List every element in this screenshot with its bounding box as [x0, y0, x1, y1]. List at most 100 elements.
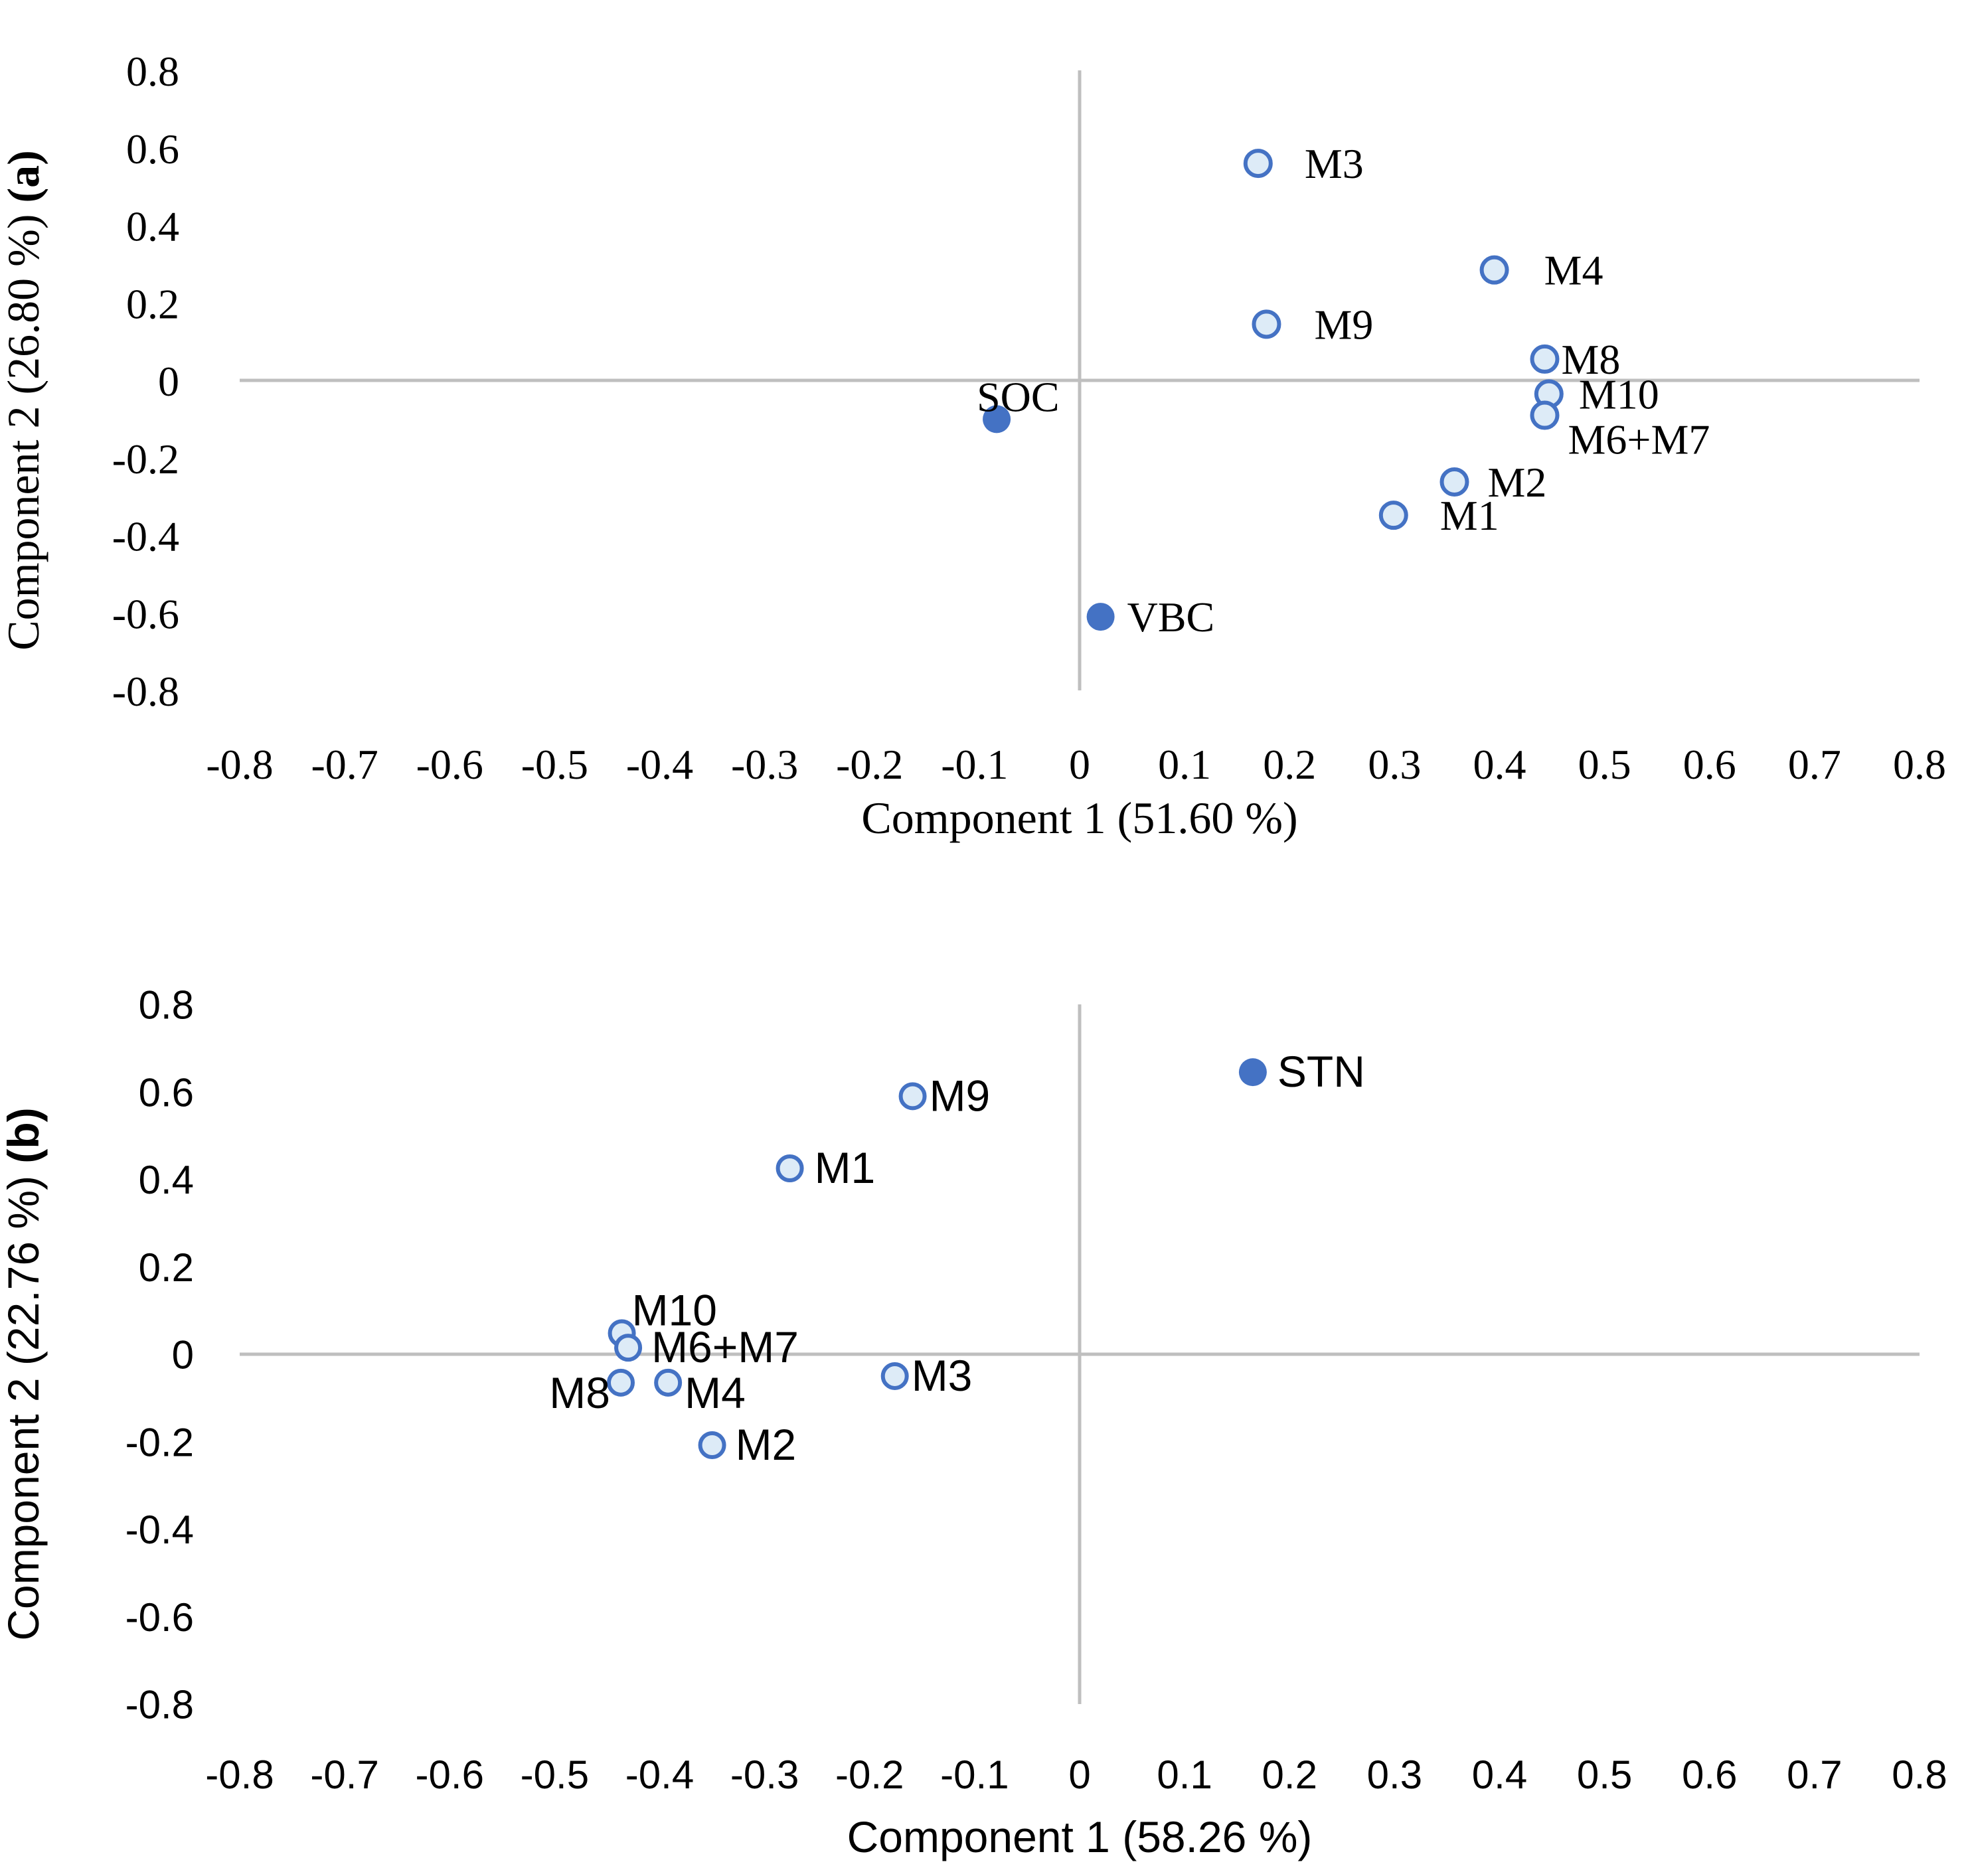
point-label-m2: M2	[1488, 459, 1547, 506]
x-tick-label: 0.8	[1893, 741, 1946, 788]
point-soc	[983, 405, 1011, 433]
x-tick-label: 0.1	[1157, 1753, 1212, 1797]
point-m2	[698, 1431, 726, 1460]
x-tick-label: 0.3	[1368, 741, 1421, 788]
x-tick-label: 0.2	[1262, 1753, 1317, 1797]
x-tick-label: -0.2	[835, 1753, 904, 1797]
x-tick-label: -0.5	[521, 741, 588, 788]
x-tick-label: 0.5	[1578, 741, 1631, 788]
point-label-m8: M8	[1561, 336, 1620, 383]
y-axis-title-text: Component 2 (26.80 %)	[0, 214, 48, 651]
x-tick-label: -0.7	[310, 1753, 378, 1797]
y-tick-label: -0.8	[125, 1683, 194, 1727]
x-tick-label: 0.2	[1263, 741, 1316, 788]
x-axis-title: Component 1 (58.26 %)	[847, 1812, 1313, 1861]
point-m9	[898, 1082, 927, 1111]
point-label-vbc: VBC	[1127, 593, 1215, 641]
y-axis-title: Component 2 (22.76 %) (b)	[0, 1107, 48, 1640]
point-m9	[1252, 309, 1281, 339]
point-m6-m7	[614, 1334, 643, 1362]
point-label-m1: M1	[1440, 492, 1499, 539]
point-m4	[654, 1368, 683, 1397]
x-tick-label: 0.8	[1892, 1753, 1947, 1797]
y-axis-title: Component 2 (26.80 %) (a)	[0, 150, 48, 651]
x-tick-label: 0.7	[1787, 1753, 1842, 1797]
x-tick-label: 0.6	[1683, 741, 1736, 788]
x-tick-label: -0.6	[416, 741, 483, 788]
x-tick-label: -0.7	[311, 741, 378, 788]
y-tick-label: -0.2	[112, 435, 179, 483]
point-m1	[776, 1154, 804, 1183]
point-label-m10: M10	[1579, 370, 1659, 418]
x-tick-label: 0.3	[1367, 1753, 1422, 1797]
point-label-m9: M9	[1314, 301, 1373, 348]
point-label-stn: STN	[1277, 1047, 1365, 1096]
point-label-m10: M10	[632, 1285, 717, 1334]
y-tick-label: -0.8	[112, 668, 179, 715]
x-tick-label: -0.1	[941, 741, 1008, 788]
y-tick-label: 0.2	[126, 280, 179, 327]
point-label-m2: M2	[736, 1420, 797, 1469]
x-tick-label: 0.1	[1158, 741, 1211, 788]
x-tick-label: -0.1	[940, 1753, 1009, 1797]
point-m2	[1439, 467, 1469, 497]
y-tick-label: 0.4	[126, 203, 179, 250]
panel-letter: (b)	[0, 1107, 48, 1163]
y-tick-label: -0.6	[125, 1595, 194, 1640]
y-tick-label: 0.4	[139, 1158, 194, 1202]
point-label-m3: M3	[912, 1351, 973, 1400]
x-tick-label: -0.5	[521, 1753, 589, 1797]
point-label-m6-m7: M6+M7	[1568, 416, 1710, 463]
x-tick-label: -0.8	[206, 741, 273, 788]
point-label-m4: M4	[685, 1368, 746, 1417]
y-tick-label: -0.6	[112, 590, 179, 637]
x-tick-label: 0.4	[1472, 1753, 1527, 1797]
point-label-m6-m7: M6+M7	[651, 1322, 799, 1371]
y-tick-label: -0.4	[112, 513, 179, 560]
y-axis-title-text: Component 2 (22.76 %)	[0, 1176, 48, 1641]
title-spacer	[0, 1164, 48, 1176]
x-tick-label: -0.3	[730, 1753, 799, 1797]
point-label-m9: M9	[930, 1071, 991, 1120]
y-tick-label: 0.2	[139, 1245, 194, 1290]
x-tick-label: 0.6	[1682, 1753, 1737, 1797]
x-tick-label: -0.8	[205, 1753, 274, 1797]
point-label-m4: M4	[1544, 247, 1603, 294]
x-tick-label: -0.3	[731, 741, 798, 788]
point-label-m3: M3	[1305, 140, 1364, 187]
y-tick-label: 0	[172, 1333, 194, 1377]
x-tick-label: 0.7	[1788, 741, 1841, 788]
y-tick-label: 0.6	[139, 1070, 194, 1115]
panel-b: -0.8 -0.7 -0.6 -0.5 -0.4 -0.3 -0.2 -0.1 0 0.1 0.2 0…	[0, 983, 1947, 1861]
x-tick-label: -0.6	[416, 1753, 484, 1797]
point-vbc	[1086, 603, 1115, 631]
point-stn	[1238, 1058, 1267, 1087]
point-m3	[880, 1362, 909, 1390]
x-tick-label: -0.2	[836, 741, 903, 788]
point-label-m1: M1	[815, 1143, 876, 1192]
y-tick-label: -0.4	[125, 1508, 194, 1552]
y-tick-label: -0.2	[125, 1420, 194, 1464]
point-m3	[1243, 149, 1273, 179]
y-tick-label: 0.6	[126, 125, 179, 173]
panel-letter: (a)	[0, 150, 48, 202]
x-tick-label: -0.4	[626, 741, 693, 788]
point-label-soc: SOC	[977, 373, 1060, 420]
y-tick-label: 0.8	[126, 48, 179, 95]
x-tick-label: 0.5	[1577, 1753, 1632, 1797]
y-tick-label: 0.8	[139, 983, 194, 1028]
point-m8	[1530, 344, 1560, 374]
point-label-m8: M8	[549, 1368, 610, 1417]
x-tick-label: 0	[1068, 1753, 1090, 1797]
panel-a: -0.8 -0.7 -0.6 -0.5 -0.4 -0.3 -0.2 -0.1 0 0.1 0.2 0…	[0, 48, 1946, 843]
point-m8	[606, 1368, 635, 1397]
title-spacer	[0, 203, 48, 214]
x-axis-title: Component 1 (51.60 %)	[861, 793, 1297, 843]
point-m4	[1479, 255, 1509, 285]
x-tick-label: 0	[1069, 741, 1090, 788]
x-tick-label: 0.4	[1473, 741, 1526, 788]
x-tick-label: -0.4	[625, 1753, 694, 1797]
point-m1	[1378, 501, 1408, 530]
point-m6-m7	[1530, 400, 1560, 430]
